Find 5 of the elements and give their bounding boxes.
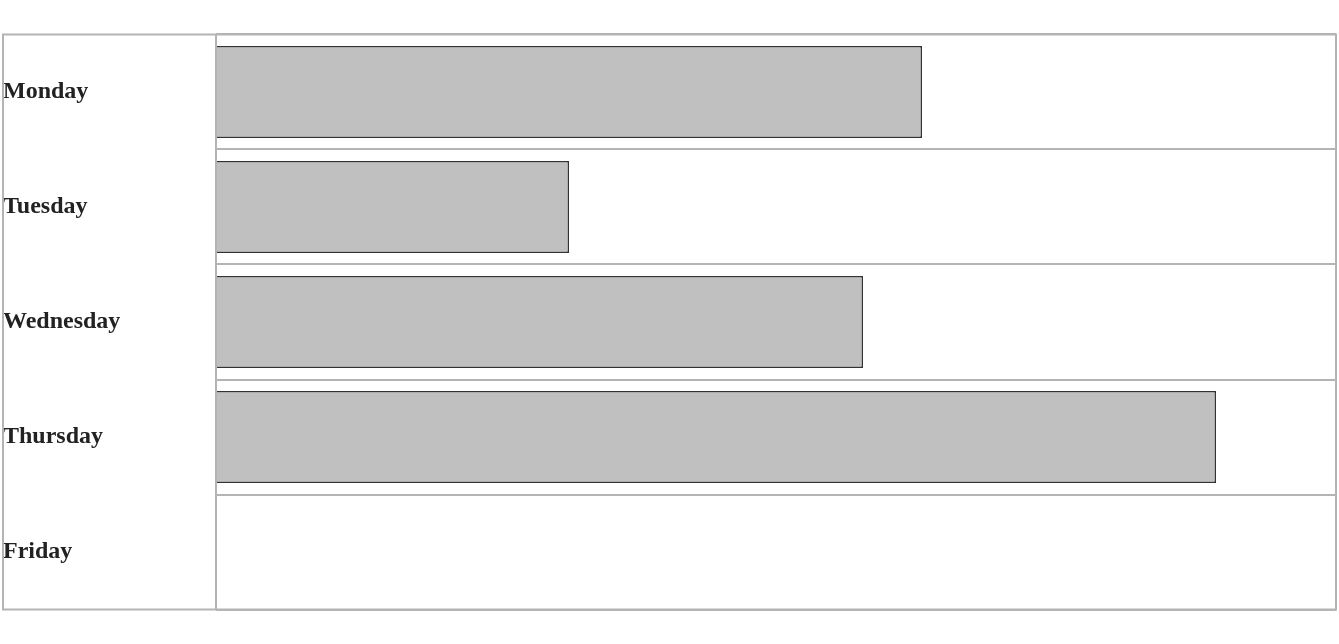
y-tick-label: Wednesday: [3, 307, 121, 334]
y-tick-label: Friday: [3, 537, 73, 564]
y-tick-label: Tuesday: [3, 192, 88, 219]
y-tick-label: Thursday: [3, 422, 104, 449]
y-tick-label: Monday: [3, 77, 89, 104]
